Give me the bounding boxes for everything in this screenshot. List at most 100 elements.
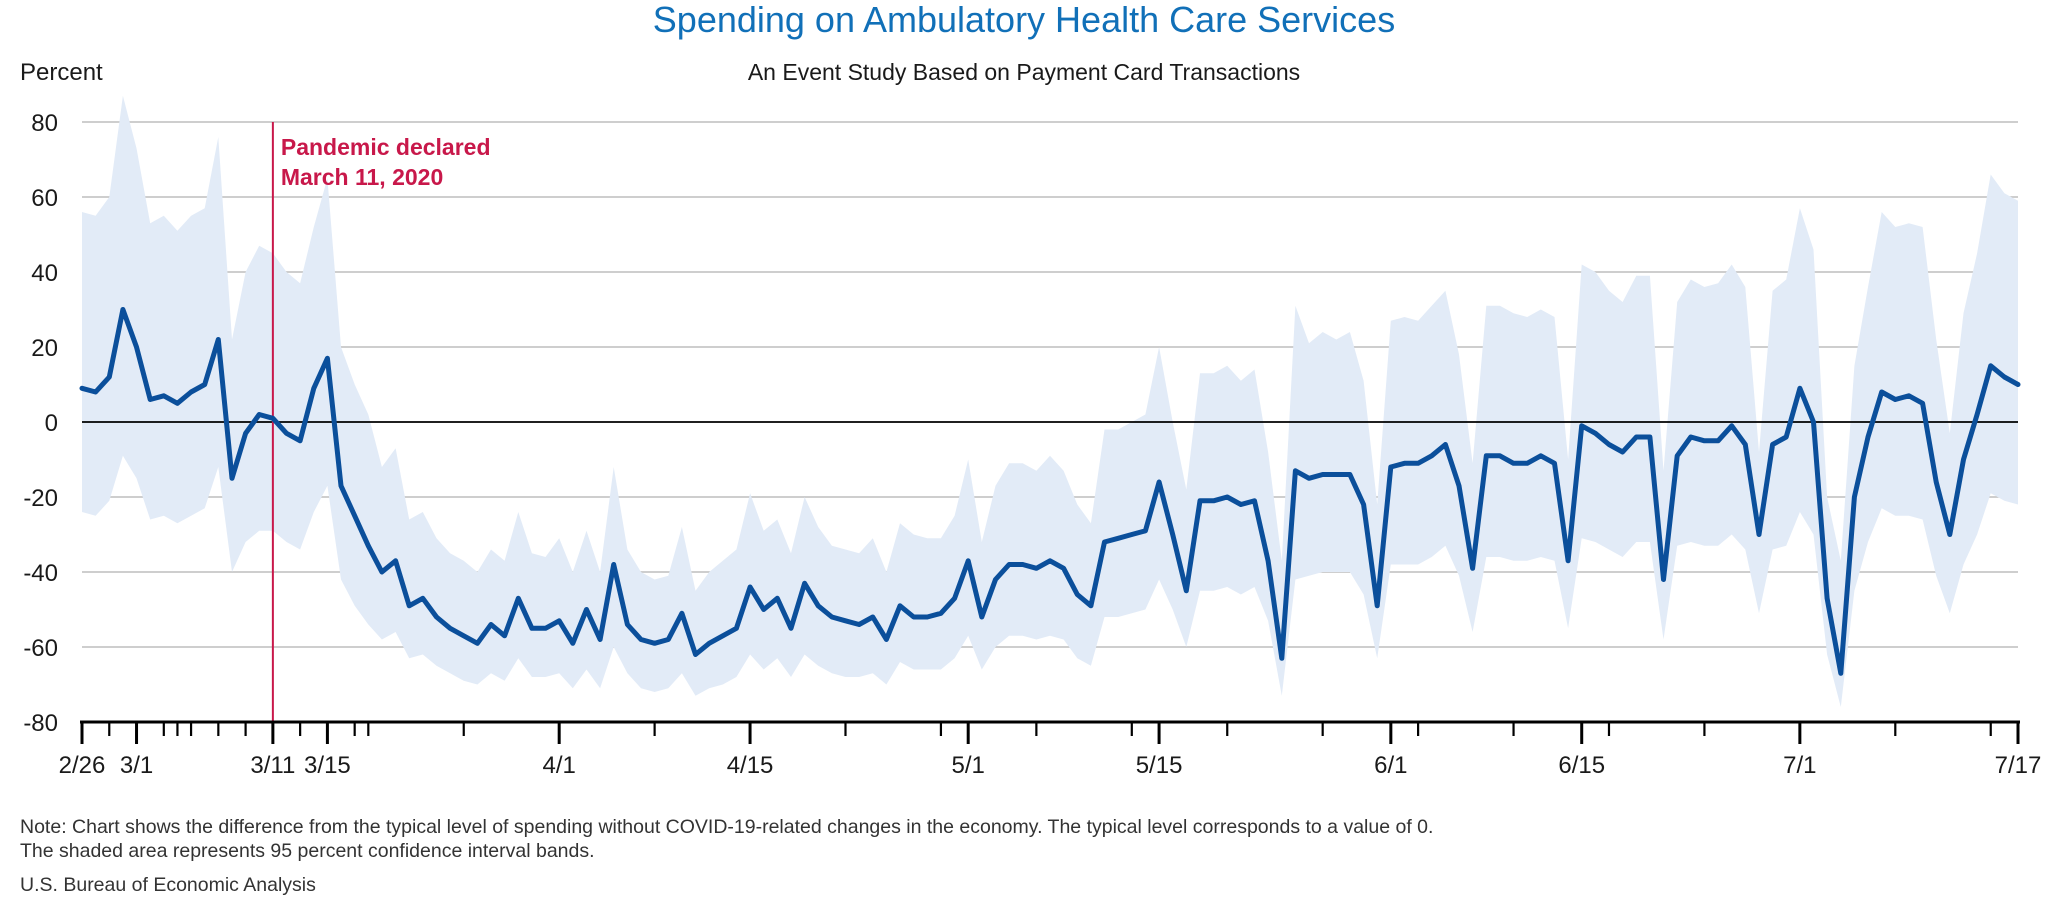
data-point xyxy=(720,633,725,638)
data-point xyxy=(1252,498,1257,503)
data-point xyxy=(952,596,957,601)
data-point xyxy=(1334,472,1339,477)
data-point xyxy=(1197,498,1203,503)
data-point xyxy=(679,611,685,616)
data-point xyxy=(1974,412,1980,417)
data-point xyxy=(666,637,671,642)
data-point xyxy=(1225,494,1230,500)
data-point xyxy=(175,401,180,406)
x-tick-label: 7/1 xyxy=(1783,752,1816,779)
y-tick-label: -40 xyxy=(23,560,58,587)
data-point xyxy=(1702,438,1707,443)
data-point xyxy=(1034,566,1039,571)
annotation-layer: Pandemic declared March 11, 2020 xyxy=(271,122,491,722)
x-tick-label: 5/1 xyxy=(952,752,985,779)
data-point xyxy=(1743,442,1748,447)
data-point xyxy=(993,577,998,582)
data-point xyxy=(1020,562,1025,567)
confidence-interval-band xyxy=(82,95,2018,708)
data-point xyxy=(393,558,398,563)
data-point xyxy=(1129,532,1135,537)
data-point xyxy=(461,633,466,638)
x-tick-label: 5/15 xyxy=(1136,752,1183,779)
data-point xyxy=(1088,603,1094,608)
data-point xyxy=(652,641,657,646)
data-point xyxy=(1375,603,1380,608)
data-point xyxy=(1293,468,1298,473)
data-point xyxy=(1156,479,1162,485)
data-point xyxy=(161,393,166,398)
y-tick-label: 80 xyxy=(31,110,58,137)
data-point xyxy=(188,389,194,395)
data-point xyxy=(966,558,971,563)
data-point xyxy=(843,618,848,623)
data-point xyxy=(2015,382,2021,387)
data-point xyxy=(1211,498,1216,503)
data-point xyxy=(1265,558,1271,563)
data-point xyxy=(270,416,276,421)
data-point xyxy=(1893,397,1898,402)
x-tick-label: 2/26 xyxy=(59,752,106,779)
data-point xyxy=(338,483,344,488)
data-point xyxy=(447,626,453,631)
y-tick-label: 20 xyxy=(31,335,58,362)
data-point xyxy=(1184,588,1189,593)
y-tick-label: -80 xyxy=(23,710,58,737)
data-point xyxy=(625,622,630,627)
x-tick-label: 3/11 xyxy=(250,752,295,779)
data-point xyxy=(543,626,548,631)
data-point xyxy=(1402,461,1407,466)
data-point xyxy=(1470,566,1475,571)
data-point xyxy=(243,431,248,436)
data-point xyxy=(597,637,603,642)
data-point xyxy=(202,382,207,387)
data-point xyxy=(1879,389,1884,395)
data-point xyxy=(1906,393,1912,398)
data-point xyxy=(1593,431,1598,436)
data-points-layer xyxy=(79,307,2021,676)
data-point xyxy=(366,543,371,548)
data-point xyxy=(257,412,262,417)
data-point xyxy=(1538,453,1544,458)
data-point xyxy=(297,438,303,443)
data-point xyxy=(1729,423,1734,428)
data-point xyxy=(1920,401,1925,406)
y-tick-label: -60 xyxy=(23,635,58,662)
data-point xyxy=(1647,434,1653,440)
footnote-line-1: Note: Chart shows the difference from th… xyxy=(20,816,1433,838)
data-point xyxy=(638,637,644,642)
data-point xyxy=(1075,592,1080,597)
footnote-line-2: The shaded area represents 95 percent co… xyxy=(20,840,595,862)
y-tick-label: 0 xyxy=(45,410,58,437)
data-point xyxy=(1852,494,1857,500)
data-point xyxy=(2002,374,2007,380)
data-point xyxy=(693,652,698,657)
data-point xyxy=(1784,434,1789,440)
data-point xyxy=(734,626,739,631)
data-point xyxy=(325,356,330,361)
data-point xyxy=(79,386,85,391)
data-point xyxy=(747,584,753,590)
data-point xyxy=(1116,536,1121,541)
data-point xyxy=(134,344,139,350)
pandemic-annotation-line: Pandemic declared xyxy=(281,134,491,160)
chart-title: Spending on Ambulatory Health Care Servi… xyxy=(653,0,1395,40)
data-point xyxy=(1238,502,1244,507)
data-point xyxy=(1388,464,1394,470)
data-point xyxy=(802,581,807,586)
data-point xyxy=(1347,472,1353,477)
x-tick-label: 4/15 xyxy=(727,752,774,779)
data-point xyxy=(1756,532,1762,537)
data-point xyxy=(1361,502,1366,507)
data-point xyxy=(1565,558,1571,563)
data-point xyxy=(107,374,112,380)
data-point xyxy=(1797,386,1803,391)
data-point xyxy=(829,614,835,620)
data-point xyxy=(502,633,507,638)
data-point xyxy=(1770,442,1775,447)
x-tick-label: 3/1 xyxy=(120,752,153,779)
data-point xyxy=(1675,453,1680,458)
y-axis-unit-label: Percent xyxy=(20,59,103,86)
data-point xyxy=(884,637,889,642)
data-point xyxy=(1006,562,1012,567)
